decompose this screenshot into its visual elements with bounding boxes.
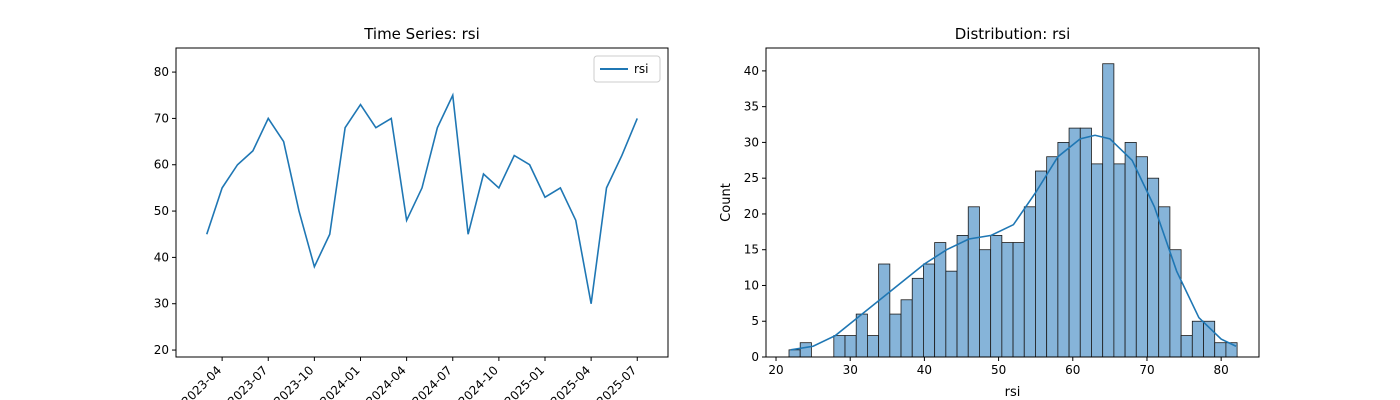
y-tick-label: 25 — [744, 171, 759, 185]
x-tick-label: 2024-04 — [363, 363, 408, 400]
histogram-bar — [867, 335, 880, 358]
legend-label: rsi — [634, 62, 649, 76]
x-tick-label: 50 — [991, 363, 1006, 377]
histogram-bar — [923, 263, 936, 358]
histogram-bar — [990, 235, 1003, 358]
x-tick-label: 2025-04 — [548, 363, 593, 400]
histogram-bar — [878, 263, 891, 358]
histogram-bar — [1191, 320, 1204, 358]
x-tick-label: 2025-07 — [594, 363, 639, 400]
x-tick-label: 2023-04 — [179, 363, 224, 400]
y-tick-label: 50 — [154, 204, 169, 218]
histogram-bar — [788, 349, 801, 358]
histogram-bar — [945, 270, 958, 358]
y-tick-label: 30 — [744, 135, 759, 149]
histogram-bar — [1158, 206, 1171, 358]
histogram-bar — [1035, 170, 1048, 358]
y-axis-label: Count — [719, 183, 734, 222]
x-tick-label: 20 — [768, 363, 783, 377]
y-tick-label: 10 — [744, 278, 759, 292]
histogram-bar — [967, 206, 980, 358]
histogram-bar — [1012, 242, 1025, 358]
kde-curve — [790, 134, 1237, 351]
chart-title: Time Series: rsi — [363, 25, 480, 43]
x-tick-label: 40 — [917, 363, 932, 377]
y-tick-label: 20 — [744, 207, 759, 221]
y-tick-label: 70 — [154, 111, 169, 125]
y-tick-label: 40 — [744, 64, 759, 78]
x-tick-label: 2023-07 — [225, 363, 270, 400]
histogram-bar — [1180, 335, 1193, 358]
x-tick-label: 30 — [843, 363, 858, 377]
axes-frame — [175, 47, 669, 358]
y-tick-label: 40 — [154, 250, 169, 264]
line-series — [205, 92, 638, 304]
x-tick-label: 2023-10 — [271, 363, 316, 400]
x-tick-label: 2024-10 — [456, 363, 501, 400]
histogram-bar — [979, 249, 992, 358]
histogram-bar — [844, 335, 857, 358]
histogram-bar — [855, 313, 868, 358]
y-tick-label: 30 — [154, 297, 169, 311]
histogram-bar — [833, 335, 846, 358]
histogram-bar — [1113, 163, 1126, 358]
histogram-bar — [1124, 142, 1137, 358]
histogram-bar — [1102, 63, 1115, 358]
x-tick-label: 70 — [1139, 363, 1154, 377]
histogram-bar — [889, 313, 902, 358]
axes-frame — [765, 47, 1260, 358]
y-tick-label: 5 — [751, 314, 759, 328]
histogram-bar — [1046, 156, 1059, 358]
x-axis-label: rsi — [1005, 385, 1021, 400]
histogram-bar — [1135, 156, 1148, 358]
x-tick-label: 80 — [1214, 363, 1229, 377]
histogram-bar — [1068, 127, 1081, 358]
chart-title: Distribution: rsi — [955, 25, 1070, 43]
histogram-bar — [934, 242, 947, 358]
histogram-bar — [900, 299, 913, 358]
y-tick-label: 60 — [154, 158, 169, 172]
histogram-bar — [1091, 163, 1104, 358]
histogram-bar — [799, 342, 812, 358]
histogram-bar — [1023, 206, 1036, 358]
y-tick-label: 20 — [154, 343, 169, 357]
x-tick-label: 2024-07 — [410, 363, 455, 400]
histogram-bar — [1079, 127, 1092, 358]
histogram-bar — [1001, 242, 1014, 358]
y-tick-label: 15 — [744, 243, 759, 257]
y-tick-label: 80 — [154, 65, 169, 79]
y-tick-label: 0 — [751, 350, 759, 364]
histogram-bar — [956, 235, 969, 358]
x-tick-label: 2025-01 — [502, 363, 547, 400]
histogram-bar — [1214, 342, 1227, 358]
x-tick-label: 2024-01 — [317, 363, 362, 400]
histogram-bar — [1057, 142, 1070, 358]
histogram-bar — [911, 277, 924, 358]
x-tick-label: 60 — [1065, 363, 1080, 377]
y-tick-label: 35 — [744, 100, 759, 114]
